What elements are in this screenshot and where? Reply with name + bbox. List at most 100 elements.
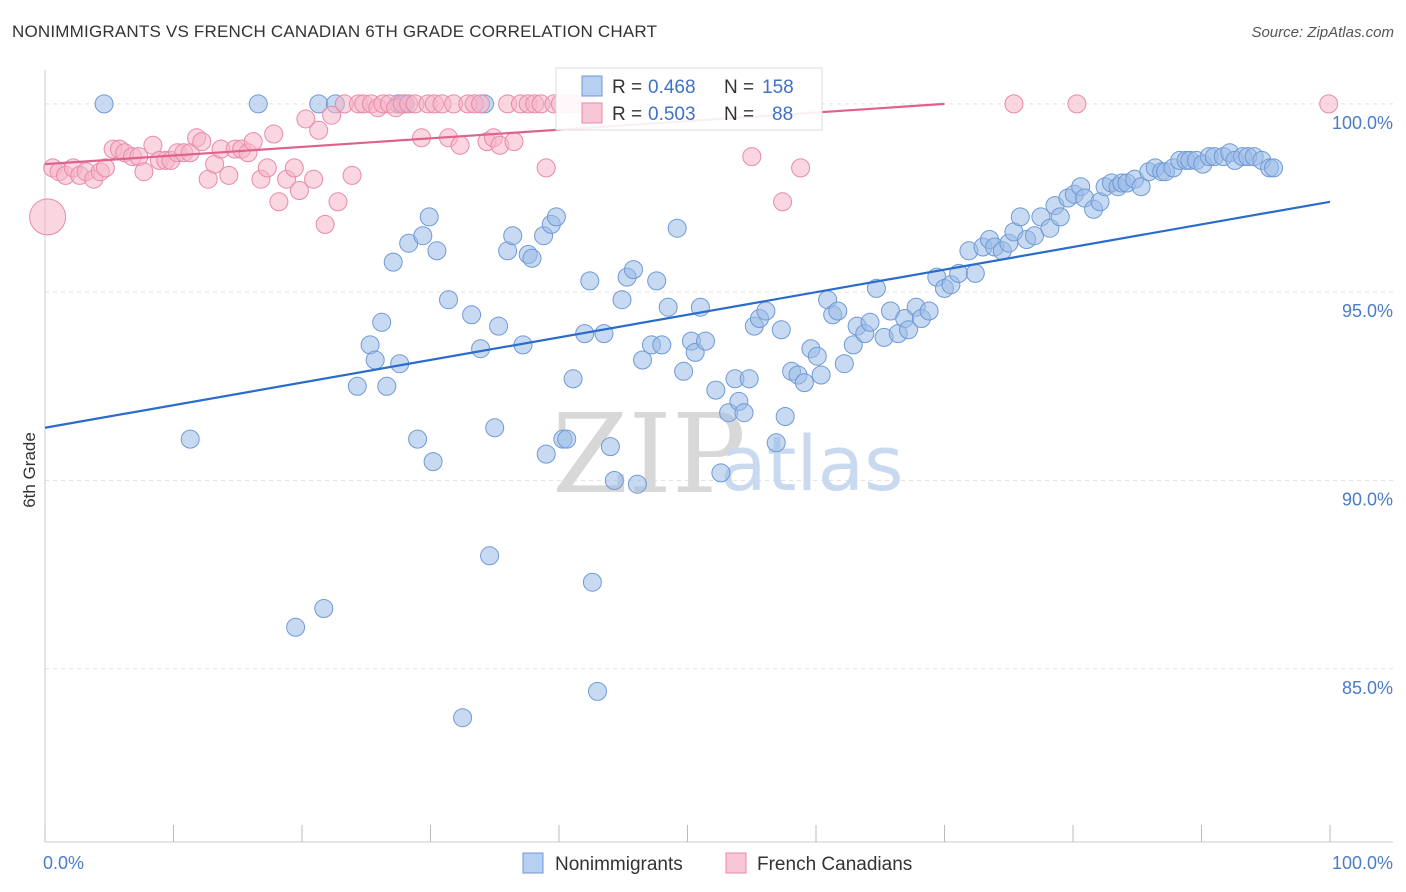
nonimmigrants-point [286, 617, 306, 637]
french-canadians-point [304, 169, 324, 189]
nonimmigrants-point [1264, 158, 1283, 178]
french-canadians-point [309, 120, 329, 140]
x-tick-label-max: 100.0% [1332, 853, 1393, 873]
nonimmigrants-point [522, 248, 542, 268]
nonimmigrants-point [563, 369, 583, 389]
nonimmigrants-point [1010, 207, 1030, 227]
stats-r-value-0: 0.468 [648, 77, 696, 98]
french-canadians-point [269, 192, 289, 212]
nonimmigrants-point [860, 312, 880, 332]
french-canadians-point [134, 162, 154, 182]
nonimmigrants-point [588, 681, 607, 701]
nonimmigrants-point [834, 354, 854, 374]
stats-swatch-french-canadians [581, 102, 603, 124]
french-canadians-point [243, 132, 263, 152]
stats-n-value-0: 158 [762, 77, 794, 98]
french-canadians-point [322, 105, 342, 125]
nonimmigrants-point [557, 429, 577, 449]
nonimmigrants-point [807, 346, 827, 366]
nonimmigrants-point [536, 444, 556, 464]
french-canadians-point [257, 158, 277, 178]
nonimmigrants-point [604, 471, 624, 490]
chart-title: NONIMMIGRANTS VS FRENCH CANADIAN 6TH GRA… [12, 22, 658, 41]
nonimmigrants-point [766, 433, 786, 453]
nonimmigrants-point [546, 207, 566, 227]
nonimmigrants-point [828, 301, 848, 321]
french-canadians-point [504, 132, 524, 152]
nonimmigrants-point [706, 380, 726, 400]
french-canadians-point [1319, 94, 1339, 114]
french-canadians-point [29, 198, 67, 236]
nonimmigrants-point [843, 335, 863, 355]
source-credit: Source: ZipAtlas.com [1251, 24, 1394, 41]
nonimmigrants-point [383, 252, 403, 272]
watermark-zip: ZIP [552, 390, 746, 518]
nonimmigrants-point [1025, 226, 1044, 246]
nonimmigrants-point [696, 331, 715, 351]
nonimmigrants-point [471, 339, 491, 359]
y-tick-label: 90.0% [1342, 489, 1393, 509]
nonimmigrants-point [1131, 177, 1151, 197]
nonimmigrants-point [775, 407, 795, 426]
nonimmigrants-point [408, 429, 428, 449]
french-canadians-point [536, 158, 556, 178]
nonimmigrants-point [180, 429, 200, 449]
stats-r-label-1: R = [612, 104, 642, 125]
nonimmigrants-point [347, 376, 367, 396]
nonimmigrants-trend-line [44, 200, 1331, 429]
nonimmigrants-point [647, 271, 667, 291]
nonimmigrants-point [1050, 207, 1070, 227]
french-canadians-point [450, 135, 470, 155]
axes [44, 70, 1393, 843]
french-canadians-point [219, 165, 239, 185]
nonimmigrants-point [419, 207, 439, 227]
nonimmigrants-point [600, 437, 620, 457]
french-canadians-point [95, 158, 115, 178]
nonimmigrants-point [365, 350, 385, 370]
french-canadians-point [192, 132, 212, 152]
nonimmigrants-point [423, 452, 443, 472]
nonimmigrants-point [866, 278, 886, 298]
stats-n-label-0: N = [724, 77, 754, 98]
nonimmigrants-point [658, 297, 678, 317]
nonimmigrants-point [771, 320, 791, 340]
nonimmigrants-point [919, 301, 939, 321]
nonimmigrants-point [739, 369, 759, 389]
nonimmigrants-point [439, 290, 458, 310]
nonimmigrants-point [811, 365, 831, 385]
nonimmigrants-point [314, 599, 334, 618]
legend-label-nonimmigrants: Nonimmigrants [555, 854, 683, 875]
french-canadians-point [742, 147, 762, 167]
french-canadians-point [471, 94, 491, 114]
french-canadians-point [289, 181, 309, 200]
french-canadians-point [773, 192, 793, 212]
french-canadians-point [1004, 94, 1024, 114]
nonimmigrants-point [734, 403, 754, 423]
nonimmigrants-point [612, 290, 632, 310]
y-tick-label: 100.0% [1332, 113, 1393, 133]
nonimmigrants-point [652, 335, 672, 355]
nonimmigrants-point [503, 226, 523, 246]
nonimmigrants-point [485, 418, 505, 438]
y-tick-label: 95.0% [1342, 301, 1393, 321]
nonimmigrants-point [899, 320, 918, 340]
y-axis-label: 6th Grade [20, 432, 39, 508]
french-canadians-point [296, 109, 316, 129]
legend-label-french-canadians: French Canadians [757, 854, 912, 875]
nonimmigrants-point [965, 263, 985, 283]
nonimmigrants-point [711, 463, 731, 483]
x-tick-labels: 0.0% 100.0% [43, 853, 1393, 873]
nonimmigrants-point [427, 241, 447, 261]
nonimmigrants-point [453, 708, 473, 728]
french-canadians-point [328, 192, 348, 212]
nonimmigrants-point [413, 226, 433, 246]
stats-n-label-1: N = [724, 104, 754, 125]
french-canadians-point [342, 165, 362, 185]
y-tick-label: 85.0% [1342, 678, 1393, 698]
legend-swatch-french-canadians [725, 852, 747, 874]
french-canadians-point [315, 214, 335, 234]
stats-swatch-nonimmigrants [581, 75, 603, 97]
nonimmigrants-point [756, 301, 776, 321]
nonimmigrants-point [667, 218, 687, 238]
